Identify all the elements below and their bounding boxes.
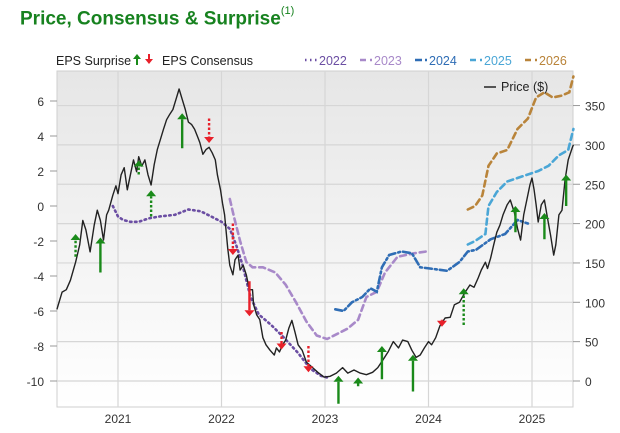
up-arrow-icon xyxy=(95,237,106,273)
right-tick-label: 250 xyxy=(585,178,605,192)
chart-title: Price, Consensus & Surprise(1) xyxy=(20,5,295,30)
arrow-head xyxy=(510,206,521,212)
legend-year-2022: 2022 xyxy=(319,54,347,68)
up-arrow-icon xyxy=(561,174,572,206)
arrow-head xyxy=(276,343,287,350)
down-arrow-icon xyxy=(145,54,153,64)
down-arrow-icon xyxy=(276,332,287,350)
right-tick-label: 150 xyxy=(585,257,605,271)
surprise-arrows xyxy=(70,113,572,404)
right-axis: 350 300 250 200 150 100 50 0 xyxy=(573,100,605,389)
left-axis: 6 4 2 0 -2 -4 -6 -8 -10 xyxy=(27,95,57,389)
arrow-head xyxy=(133,160,144,167)
arrow-head xyxy=(95,237,106,244)
legend-consensus-label: EPS Consensus xyxy=(162,54,253,68)
left-tick-label: 4 xyxy=(37,130,44,144)
up-arrow-icon xyxy=(353,377,364,387)
up-arrow-icon xyxy=(458,288,469,325)
x-tick-label: 2021 xyxy=(105,412,132,426)
legend-year-2024: 2024 xyxy=(429,54,457,68)
left-tick-label: 6 xyxy=(37,95,44,109)
up-arrow-icon xyxy=(146,190,157,217)
down-arrow-icon xyxy=(204,118,215,143)
arrow-head xyxy=(227,249,238,255)
arrow-head xyxy=(146,190,157,197)
consensus-line-2022 xyxy=(111,204,329,379)
arrow-head xyxy=(376,346,387,352)
left-tick-label: 0 xyxy=(37,200,44,214)
up-arrow-icon xyxy=(333,375,344,404)
right-tick-label: 200 xyxy=(585,218,605,232)
legend-surprise-label: EPS Surprise xyxy=(56,54,131,68)
legend-price-label: Price ($) xyxy=(501,80,548,94)
arrow-head xyxy=(70,234,81,240)
arrow-head xyxy=(303,366,314,373)
left-tick-label: -4 xyxy=(33,270,44,284)
consensus-line-2025 xyxy=(466,127,575,246)
up-arrow-icon xyxy=(133,160,144,175)
legend-price: Price ($) xyxy=(484,80,548,94)
arrow-head xyxy=(539,213,550,219)
up-arrow-icon xyxy=(407,354,418,392)
up-arrow-icon xyxy=(133,54,141,65)
left-tick-label: -2 xyxy=(33,235,44,249)
chart-title-text: Price, Consensus & Surprise xyxy=(20,8,281,30)
arrow-head xyxy=(333,375,344,382)
footnote-marker: (1) xyxy=(280,5,295,17)
arrow-head xyxy=(244,310,255,317)
right-tick-label: 350 xyxy=(585,100,605,114)
right-tick-label: 0 xyxy=(585,375,592,389)
legend-top: EPS Surprise EPS Consensus 2022 2023 2024 2… xyxy=(56,54,567,68)
left-tick-label: -6 xyxy=(33,305,44,319)
arrow-head xyxy=(204,137,215,143)
left-tick-label: -8 xyxy=(33,340,44,354)
x-tick-label: 2024 xyxy=(415,412,442,426)
x-tick-label: 2022 xyxy=(208,412,235,426)
arrow-head xyxy=(407,354,418,361)
legend-year-2023: 2023 xyxy=(374,54,402,68)
arrow-head xyxy=(436,320,447,327)
consensus-line-2026 xyxy=(466,75,575,211)
arrow-head xyxy=(353,377,364,384)
up-arrow-icon xyxy=(510,206,521,233)
x-axis: 2021 2022 2023 2024 2025 xyxy=(105,412,546,426)
up-arrow-icon xyxy=(70,234,81,257)
down-arrow-icon xyxy=(244,281,255,317)
up-arrow-icon xyxy=(177,113,188,149)
left-tick-label: 2 xyxy=(37,165,44,179)
x-tick-label: 2025 xyxy=(519,412,546,426)
legend-year-2025: 2025 xyxy=(484,54,512,68)
x-tick-label: 2023 xyxy=(312,412,339,426)
left-tick-label: -10 xyxy=(27,375,45,389)
down-arrow-icon xyxy=(436,319,447,327)
consensus-line-2024 xyxy=(333,218,530,313)
consensus-line-2023 xyxy=(228,197,428,341)
legend-year-2026: 2026 xyxy=(539,54,567,68)
right-tick-label: 300 xyxy=(585,139,605,153)
down-arrow-icon xyxy=(303,346,314,373)
legend-years: 2022 2023 2024 2025 2026 xyxy=(305,54,567,68)
up-arrow-icon xyxy=(376,346,387,380)
consensus-series xyxy=(111,75,575,379)
arrow-head xyxy=(561,174,572,181)
arrow-head xyxy=(177,113,188,120)
up-arrow-icon xyxy=(539,213,550,240)
right-tick-label: 100 xyxy=(585,296,605,310)
down-arrow-icon xyxy=(227,223,238,255)
plot-area xyxy=(56,70,574,408)
arrow-head xyxy=(458,288,469,295)
gridlines xyxy=(57,71,573,407)
right-tick-label: 50 xyxy=(585,336,599,350)
